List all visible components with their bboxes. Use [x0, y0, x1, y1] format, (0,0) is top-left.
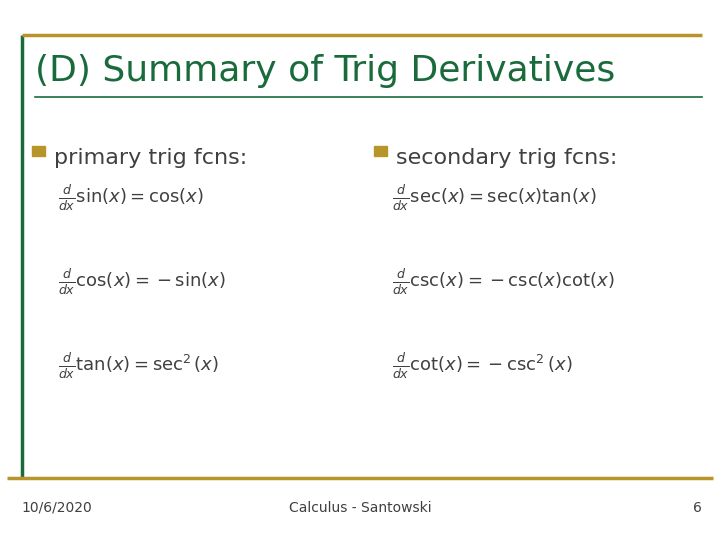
Text: $\frac{d}{dx}\cos(x) = -\sin(x)$: $\frac{d}{dx}\cos(x) = -\sin(x)$: [58, 267, 225, 297]
Bar: [374, 146, 387, 156]
Text: $\frac{d}{dx}\tan(x) = \sec^{2}(x)$: $\frac{d}{dx}\tan(x) = \sec^{2}(x)$: [58, 351, 219, 381]
Text: $\frac{d}{dx}\cot(x) = -\csc^{2}(x)$: $\frac{d}{dx}\cot(x) = -\csc^{2}(x)$: [392, 351, 573, 381]
Text: 6: 6: [693, 501, 702, 515]
Text: secondary trig fcns:: secondary trig fcns:: [396, 148, 617, 168]
Text: Calculus - Santowski: Calculus - Santowski: [289, 501, 431, 515]
Text: $\frac{d}{dx}\sec(x) = \sec(x)\tan(x)$: $\frac{d}{dx}\sec(x) = \sec(x)\tan(x)$: [392, 184, 597, 213]
Text: (D) Summary of Trig Derivatives: (D) Summary of Trig Derivatives: [35, 54, 615, 88]
Text: primary trig fcns:: primary trig fcns:: [54, 148, 247, 168]
Text: $\frac{d}{dx}\csc(x) = -\csc(x)\cot(x)$: $\frac{d}{dx}\csc(x) = -\csc(x)\cot(x)$: [392, 267, 615, 297]
Text: $\frac{d}{dx}\sin(x) = \cos(x)$: $\frac{d}{dx}\sin(x) = \cos(x)$: [58, 184, 203, 213]
Text: 10/6/2020: 10/6/2020: [22, 501, 92, 515]
Bar: [32, 146, 45, 156]
